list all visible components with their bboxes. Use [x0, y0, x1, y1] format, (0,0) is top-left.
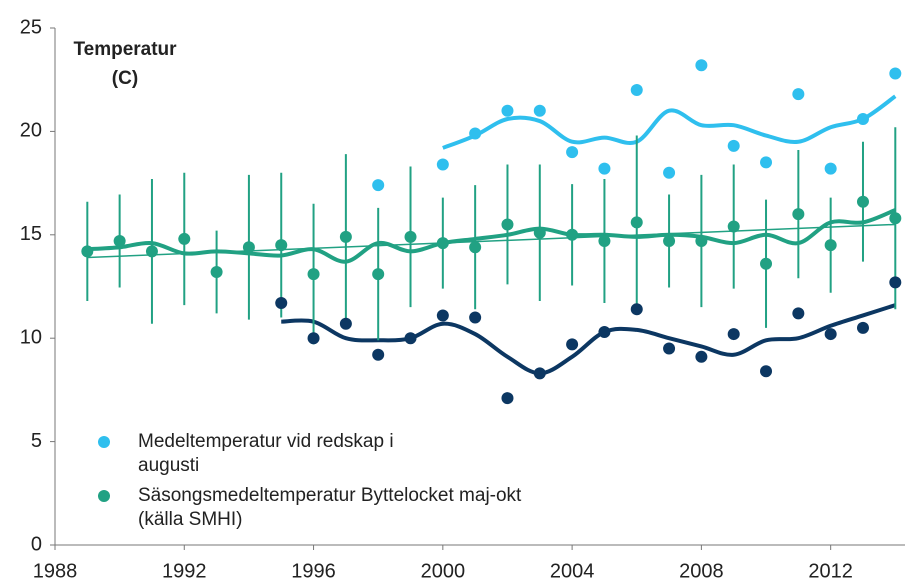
point: [663, 166, 676, 179]
point: [630, 216, 643, 229]
y-tick-label: 15: [20, 223, 42, 245]
point: [436, 237, 449, 250]
point: [501, 104, 514, 117]
y-label: Temperatur: [73, 39, 177, 60]
point: [404, 332, 417, 345]
point: [630, 84, 643, 97]
legend-label: Säsongsmedeltemperatur Byttelocket maj-o…: [138, 485, 522, 530]
point: [436, 309, 449, 322]
point: [275, 297, 288, 310]
x-tick-label: 2004: [550, 560, 595, 582]
x-tick-label: 1996: [291, 560, 336, 582]
point: [533, 226, 546, 239]
point: [824, 162, 837, 175]
point: [760, 365, 773, 378]
smooth-line: [87, 208, 897, 264]
point: [566, 146, 579, 159]
y-tick-label: 10: [20, 326, 42, 348]
point: [856, 195, 869, 208]
point: [856, 112, 869, 125]
y-tick-label: 20: [20, 120, 42, 142]
point: [663, 342, 676, 355]
smooth-line: [442, 94, 897, 150]
x-tick-label: 1988: [33, 560, 78, 582]
point: [307, 332, 320, 345]
point: [566, 228, 579, 241]
x-tick-label: 2012: [808, 560, 853, 582]
point: [404, 230, 417, 243]
point: [663, 235, 676, 248]
point: [275, 239, 288, 252]
point: [81, 245, 94, 258]
point: [792, 88, 805, 101]
point: [792, 208, 805, 221]
point: [372, 348, 385, 361]
point: [533, 104, 546, 117]
point: [727, 220, 740, 233]
point: [760, 156, 773, 169]
point: [727, 328, 740, 341]
x-tick-label: 1992: [162, 560, 207, 582]
point: [889, 212, 902, 225]
point: [178, 232, 191, 245]
point: [339, 317, 352, 330]
y-label: (C): [112, 68, 138, 89]
point: [436, 158, 449, 171]
point: [501, 392, 514, 405]
smooth-line: [281, 303, 896, 376]
point: [598, 162, 611, 175]
y-tick-label: 5: [31, 430, 42, 452]
point: [307, 268, 320, 281]
point: [598, 325, 611, 338]
x-tick-label: 2008: [679, 560, 724, 582]
point: [145, 245, 158, 258]
point: [598, 235, 611, 248]
legend-marker: [98, 490, 110, 502]
y-tick-label: 25: [20, 16, 42, 38]
point: [695, 59, 708, 72]
point: [760, 257, 773, 270]
point: [727, 139, 740, 152]
point: [824, 328, 837, 341]
point: [889, 67, 902, 80]
point: [889, 276, 902, 289]
point: [630, 303, 643, 316]
point: [113, 235, 126, 248]
point: [469, 127, 482, 140]
point: [792, 307, 805, 320]
legend-label: Medeltemperatur vid redskap i augusti: [138, 431, 394, 476]
point: [372, 179, 385, 192]
point: [695, 350, 708, 363]
point: [566, 338, 579, 351]
point: [856, 321, 869, 334]
point: [695, 235, 708, 248]
point: [533, 367, 546, 380]
point: [469, 241, 482, 254]
legend-marker: [98, 436, 110, 448]
point: [824, 239, 837, 252]
point: [469, 311, 482, 324]
y-tick-label: 0: [31, 533, 42, 555]
point: [210, 266, 223, 279]
point: [501, 218, 514, 231]
point: [372, 268, 385, 281]
point: [339, 230, 352, 243]
x-tick-label: 2000: [421, 560, 466, 582]
point: [242, 241, 255, 254]
